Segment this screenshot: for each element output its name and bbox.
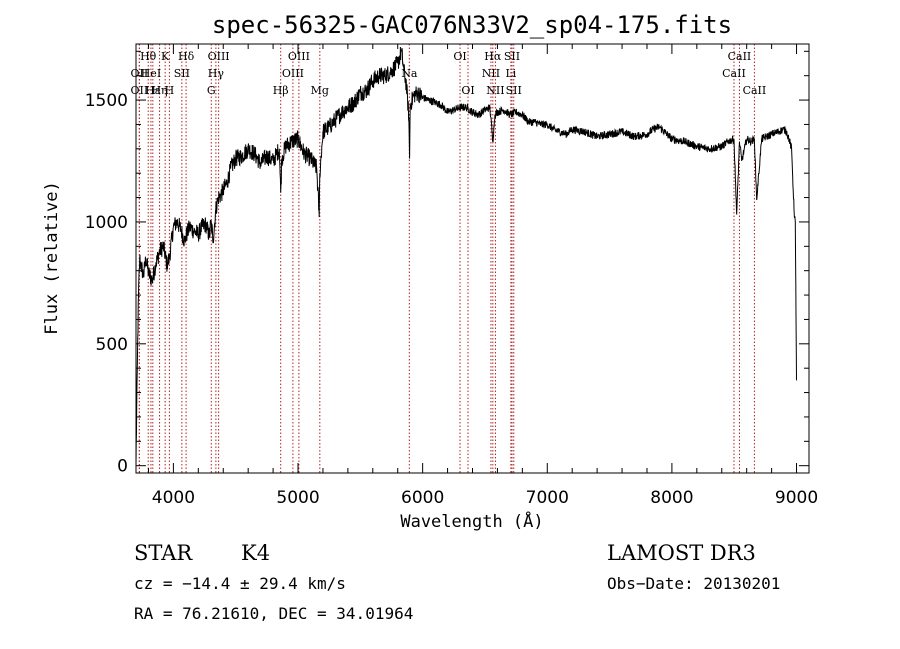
spectral-line-label: SII	[174, 67, 190, 80]
observation-date: Obs−Date: 20130201	[607, 574, 780, 593]
survey-name: LAMOST DR3	[607, 541, 756, 565]
spectral-line-label: SII	[504, 50, 520, 63]
y-tick-label: 0	[117, 457, 128, 477]
spectral-line-label: K	[161, 50, 170, 63]
y-tick-label: 500	[96, 335, 128, 355]
spectral-line-label: Na	[401, 67, 418, 80]
spectral-line-label: OIII	[282, 67, 304, 80]
y-tick-label: 1000	[85, 213, 128, 233]
spectral-line-label: Hθ	[140, 50, 157, 63]
spectral-line-label: CaII	[743, 84, 767, 97]
spectral-line-markers	[138, 44, 755, 473]
x-tick-label: 8000	[650, 488, 693, 508]
redshift-info: cz = −14.4 ± 29.4 km/s	[134, 574, 346, 593]
spectral-line-label: Li	[505, 67, 516, 80]
x-tick-label: 6000	[401, 488, 444, 508]
y-tick-label: 1500	[85, 91, 128, 111]
x-tick-label: 7000	[526, 488, 569, 508]
spectral-line-label: Hα	[484, 50, 502, 63]
axis-tick-labels: 4000 5000 6000 7000 8000 9000 0 500 1000 1500	[85, 91, 818, 508]
spectral-line-label: Hβ	[273, 84, 289, 97]
x-tick-label: 5000	[276, 488, 319, 508]
spectral-line-label: OII	[131, 84, 149, 97]
x-tick-label: 9000	[775, 488, 818, 508]
plot-frame	[135, 43, 810, 474]
spectral-line-label: OIII	[288, 50, 310, 63]
y-axis-label: Flux (relative)	[42, 181, 62, 335]
spectral-line-label: Hδ	[178, 50, 195, 63]
spectral-line-label: OI	[461, 84, 474, 97]
spectral-line-label: Mg	[311, 84, 329, 97]
spectral-line-label: OI	[453, 50, 466, 63]
coordinates-info: RA = 76.21610, DEC = 34.01964	[134, 604, 413, 623]
spectral-line-label: OIII	[208, 50, 230, 63]
spectral-line-label: NII	[482, 67, 500, 80]
spectrum-series-line	[135, 46, 797, 466]
x-tick-label: 4000	[152, 488, 195, 508]
spectral-line-label: CaII	[722, 67, 746, 80]
spectral-line-label: OII	[131, 67, 149, 80]
spectral-line-label: H	[165, 84, 175, 97]
spectral-line-label: Hγ	[208, 67, 225, 80]
object-class: STAR	[134, 541, 193, 565]
spectral-line-label: HeI	[141, 67, 161, 80]
chart-title: spec-56325-GAC076N33V2_sp04-175.fits	[212, 11, 732, 39]
object-subclass: K4	[241, 541, 270, 565]
spectral-line-label: NII	[486, 84, 504, 97]
x-axis-label: Wavelength (Å)	[400, 510, 543, 532]
spectral-line-label: Hη	[151, 84, 167, 97]
axis-ticks	[136, 44, 809, 473]
spectral-line-label: G	[207, 84, 216, 97]
spectral-line-label: SII	[506, 84, 522, 97]
spectral-line-label: Hε	[145, 84, 161, 97]
spectral-line-label: CaII	[728, 50, 752, 63]
